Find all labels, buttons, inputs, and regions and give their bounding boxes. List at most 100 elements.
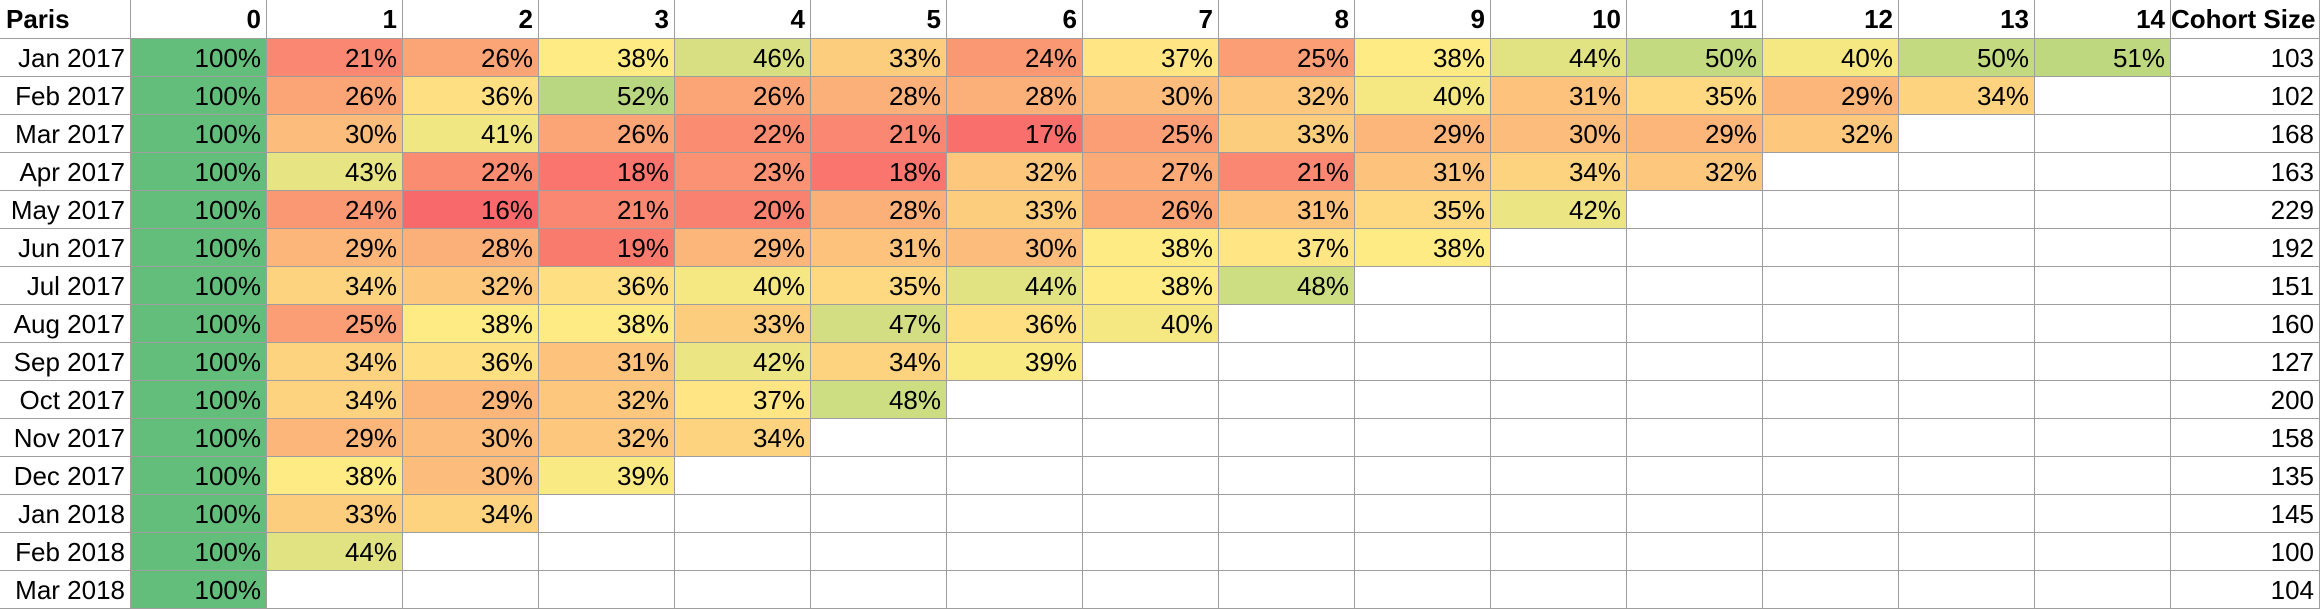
empty-cell: [1627, 495, 1763, 533]
retention-cell: 18%: [539, 153, 675, 191]
retention-cell: 36%: [539, 267, 675, 305]
empty-cell: [1355, 305, 1491, 343]
retention-cell: 20%: [675, 191, 811, 229]
empty-cell: [1491, 571, 1627, 609]
empty-cell: [947, 419, 1083, 457]
cohort-size: 145: [2171, 495, 2320, 533]
retention-cell: 22%: [403, 153, 539, 191]
retention-cell: 100%: [131, 229, 267, 267]
retention-cell: 36%: [947, 305, 1083, 343]
cohort-label: Mar 2017: [0, 115, 131, 153]
empty-cell: [1491, 343, 1627, 381]
empty-cell: [2035, 457, 2171, 495]
empty-cell: [2035, 305, 2171, 343]
empty-cell: [267, 571, 403, 609]
retention-cell: 32%: [947, 153, 1083, 191]
empty-cell: [947, 533, 1083, 571]
cohort-size: 163: [2171, 153, 2320, 191]
empty-cell: [1763, 343, 1899, 381]
retention-cell: 52%: [539, 77, 675, 115]
retention-cell: 21%: [1219, 153, 1355, 191]
retention-cell: 26%: [267, 77, 403, 115]
retention-cell: 23%: [675, 153, 811, 191]
empty-cell: [1899, 153, 2035, 191]
retention-cell: 30%: [267, 115, 403, 153]
empty-cell: [1219, 495, 1355, 533]
empty-cell: [1763, 419, 1899, 457]
retention-cell: 35%: [1355, 191, 1491, 229]
empty-cell: [1627, 229, 1763, 267]
retention-cell: 18%: [811, 153, 947, 191]
retention-cell: 32%: [403, 267, 539, 305]
retention-cell: 22%: [675, 115, 811, 153]
empty-cell: [947, 495, 1083, 533]
retention-cell: 40%: [1355, 77, 1491, 115]
empty-cell: [403, 571, 539, 609]
empty-cell: [1627, 381, 1763, 419]
empty-cell: [675, 457, 811, 495]
retention-cell: 31%: [1219, 191, 1355, 229]
retention-cell: 38%: [267, 457, 403, 495]
retention-cell: 100%: [131, 571, 267, 609]
retention-cell: 28%: [811, 77, 947, 115]
retention-cell: 34%: [267, 343, 403, 381]
retention-cell: 32%: [539, 381, 675, 419]
retention-cell: 30%: [403, 457, 539, 495]
retention-cell: 47%: [811, 305, 947, 343]
retention-cell: 38%: [539, 305, 675, 343]
empty-cell: [1219, 419, 1355, 457]
empty-cell: [1491, 495, 1627, 533]
column-header: 11: [1627, 0, 1763, 39]
retention-cell: 38%: [1355, 229, 1491, 267]
empty-cell: [2035, 267, 2171, 305]
empty-cell: [1763, 533, 1899, 571]
empty-cell: [1083, 495, 1219, 533]
cohort-label: Mar 2018: [0, 571, 131, 609]
empty-cell: [1627, 267, 1763, 305]
cohort-label: May 2017: [0, 191, 131, 229]
cohort-label: Jun 2017: [0, 229, 131, 267]
empty-cell: [1083, 381, 1219, 419]
retention-cell: 21%: [539, 191, 675, 229]
retention-cell: 48%: [1219, 267, 1355, 305]
cohort-label: Sep 2017: [0, 343, 131, 381]
cohort-size: 229: [2171, 191, 2320, 229]
retention-cell: 44%: [947, 267, 1083, 305]
empty-cell: [1491, 419, 1627, 457]
cohort-size: 104: [2171, 571, 2320, 609]
retention-cell: 100%: [131, 381, 267, 419]
empty-cell: [2035, 115, 2171, 153]
retention-cell: 29%: [1627, 115, 1763, 153]
retention-cell: 17%: [947, 115, 1083, 153]
cohort-size-header: Cohort Size: [2171, 0, 2320, 39]
retention-cell: 48%: [811, 381, 947, 419]
retention-cell: 30%: [1491, 115, 1627, 153]
retention-cell: 29%: [267, 229, 403, 267]
retention-cell: 28%: [403, 229, 539, 267]
empty-cell: [1899, 115, 2035, 153]
empty-cell: [1763, 305, 1899, 343]
retention-cell: 100%: [131, 533, 267, 571]
retention-cell: 44%: [267, 533, 403, 571]
retention-cell: 32%: [1627, 153, 1763, 191]
cohort-label: Jul 2017: [0, 267, 131, 305]
retention-cell: 29%: [403, 381, 539, 419]
empty-cell: [811, 457, 947, 495]
empty-cell: [1355, 419, 1491, 457]
retention-cell: 31%: [1491, 77, 1627, 115]
retention-cell: 24%: [267, 191, 403, 229]
empty-cell: [1627, 305, 1763, 343]
cohort-size: 102: [2171, 77, 2320, 115]
retention-cell: 32%: [1763, 115, 1899, 153]
empty-cell: [1627, 343, 1763, 381]
empty-cell: [675, 533, 811, 571]
empty-cell: [1491, 533, 1627, 571]
empty-cell: [1763, 229, 1899, 267]
cohort-label: Aug 2017: [0, 305, 131, 343]
empty-cell: [1219, 571, 1355, 609]
retention-cell: 29%: [1763, 77, 1899, 115]
retention-cell: 34%: [675, 419, 811, 457]
cohort-label: Jan 2017: [0, 39, 131, 77]
empty-cell: [1627, 419, 1763, 457]
